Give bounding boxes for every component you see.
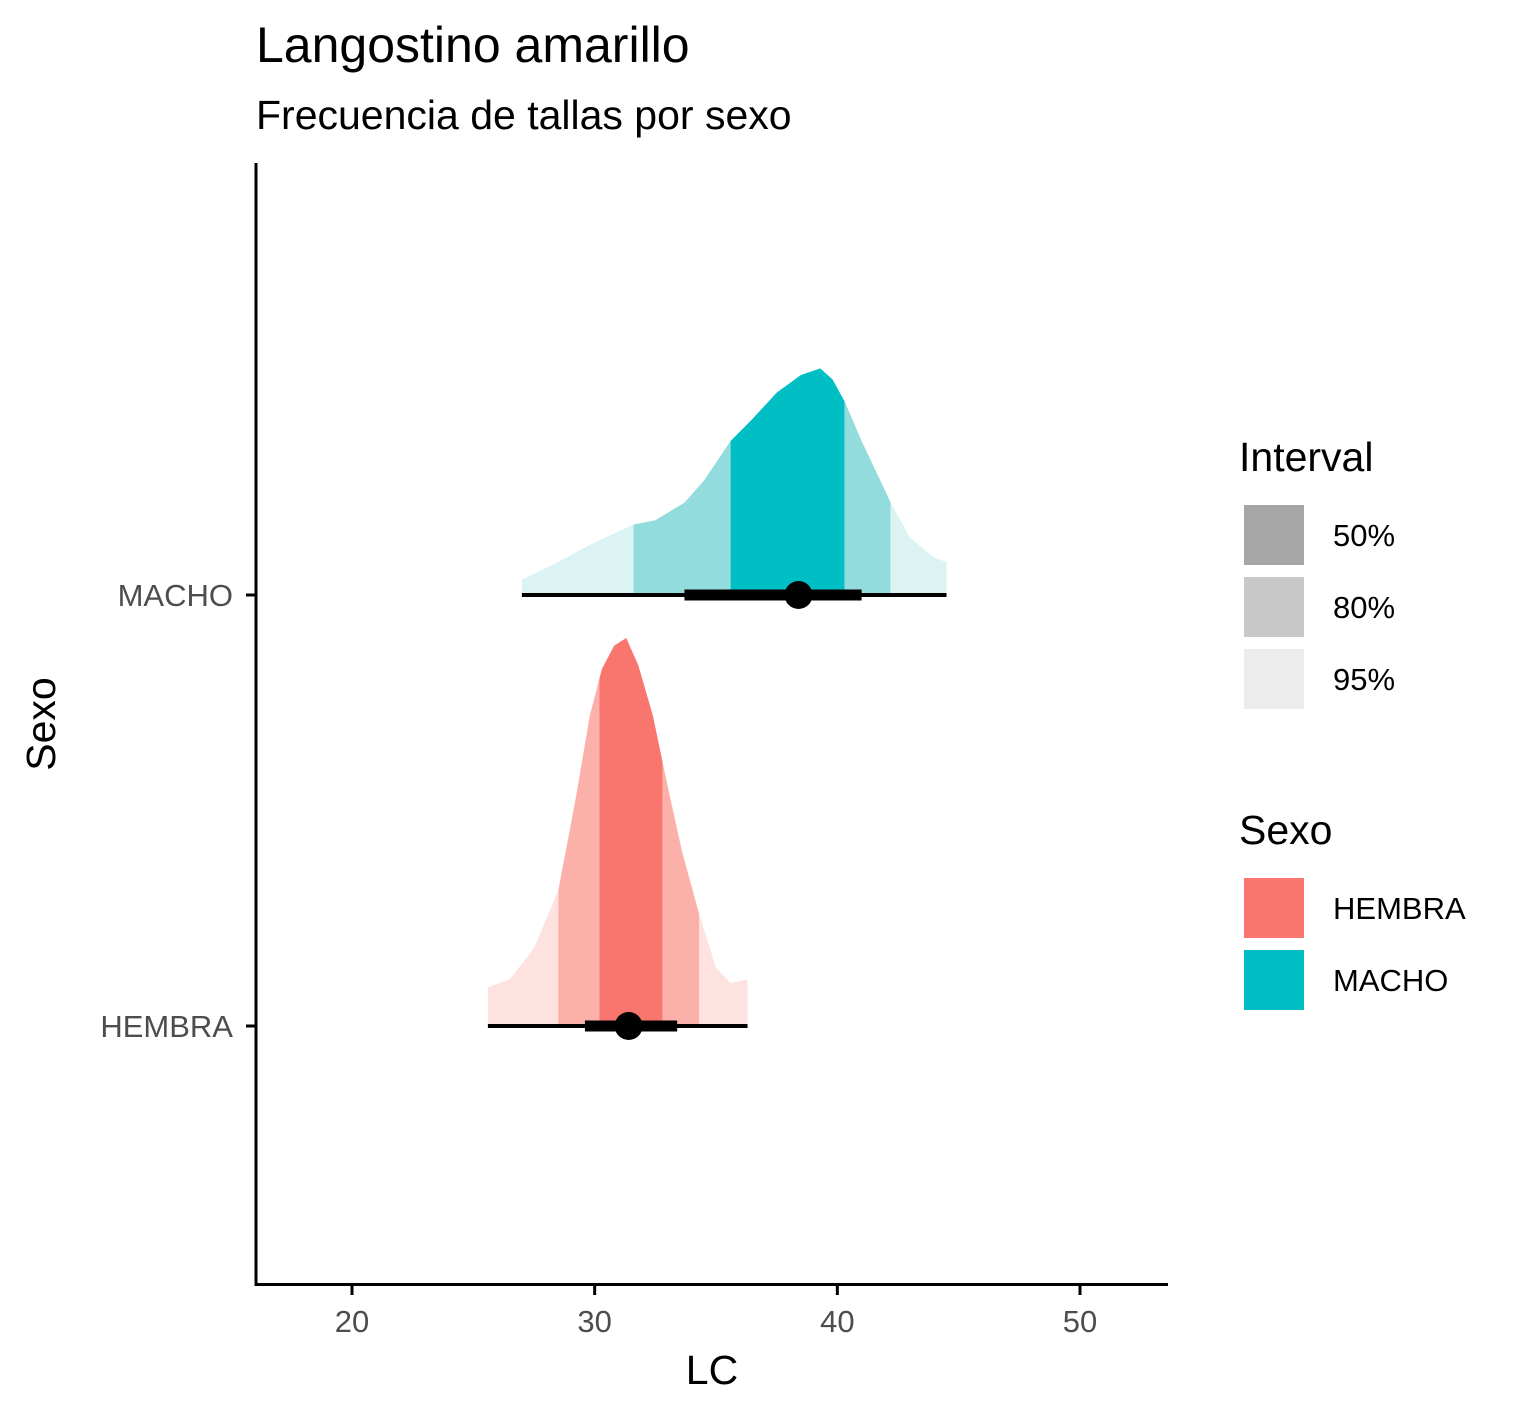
sexo-legend-key — [1244, 878, 1304, 938]
sexo-legend-title: Sexo — [1239, 807, 1332, 853]
median-point — [614, 1012, 643, 1040]
x-tick-label: 40 — [820, 1304, 854, 1339]
interval-legend-key — [1244, 577, 1304, 637]
sexo-legend-label: MACHO — [1333, 963, 1448, 998]
interval-layer — [487, 581, 947, 1040]
interval-legend-label: 80% — [1333, 590, 1395, 625]
density-slice-macho-80-right — [844, 401, 891, 595]
x-tick-label: 30 — [577, 1304, 611, 1339]
density-slice-hembra-80-right — [662, 762, 699, 1026]
density-slice-macho-50 — [730, 368, 845, 595]
interval-legend-label: 50% — [1333, 518, 1395, 553]
x-tick-label: 20 — [335, 1304, 369, 1339]
tick-layer: 20 30 40 50 HEMBRA MACHO — [100, 578, 1097, 1339]
x-tick-label: 50 — [1063, 1304, 1097, 1339]
y-tick-label: HEMBRA — [100, 1009, 233, 1044]
y-axis-title: Sexo — [18, 677, 64, 770]
density-hembra — [487, 638, 748, 1026]
legend: Interval 50% 80% 95% Sexo HEMBRA MACHO — [1239, 434, 1466, 1010]
x-axis-title: LC — [686, 1347, 738, 1393]
y-tick-label: MACHO — [118, 578, 233, 613]
chart-title: Langostino amarillo — [256, 17, 690, 73]
interval-legend-title: Interval — [1239, 434, 1373, 480]
interval-legend-key — [1244, 649, 1304, 709]
interval-legend-key — [1244, 505, 1304, 565]
sexo-legend-label: HEMBRA — [1333, 891, 1466, 926]
density-slice-hembra-80-left — [558, 678, 600, 1026]
density-slice-hembra-95-right — [699, 913, 748, 1026]
density-macho — [521, 368, 947, 595]
density-slice-macho-80-left — [633, 441, 731, 595]
density-slice-hembra-95-left — [487, 890, 559, 1026]
density-slice-hembra-50 — [599, 638, 663, 1026]
density-layer — [487, 368, 947, 1026]
axes-layer — [254, 163, 1168, 1286]
sexo-legend-key — [1244, 950, 1304, 1010]
density-slice-macho-95-right — [890, 502, 947, 595]
point-interval-hembra — [487, 1012, 748, 1040]
point-interval-macho — [521, 581, 947, 609]
interval-legend-label: 95% — [1333, 662, 1395, 697]
density-slice-macho-95-left — [521, 524, 634, 595]
median-point — [784, 581, 813, 609]
chart-subtitle: Frecuencia de tallas por sexo — [256, 92, 792, 138]
